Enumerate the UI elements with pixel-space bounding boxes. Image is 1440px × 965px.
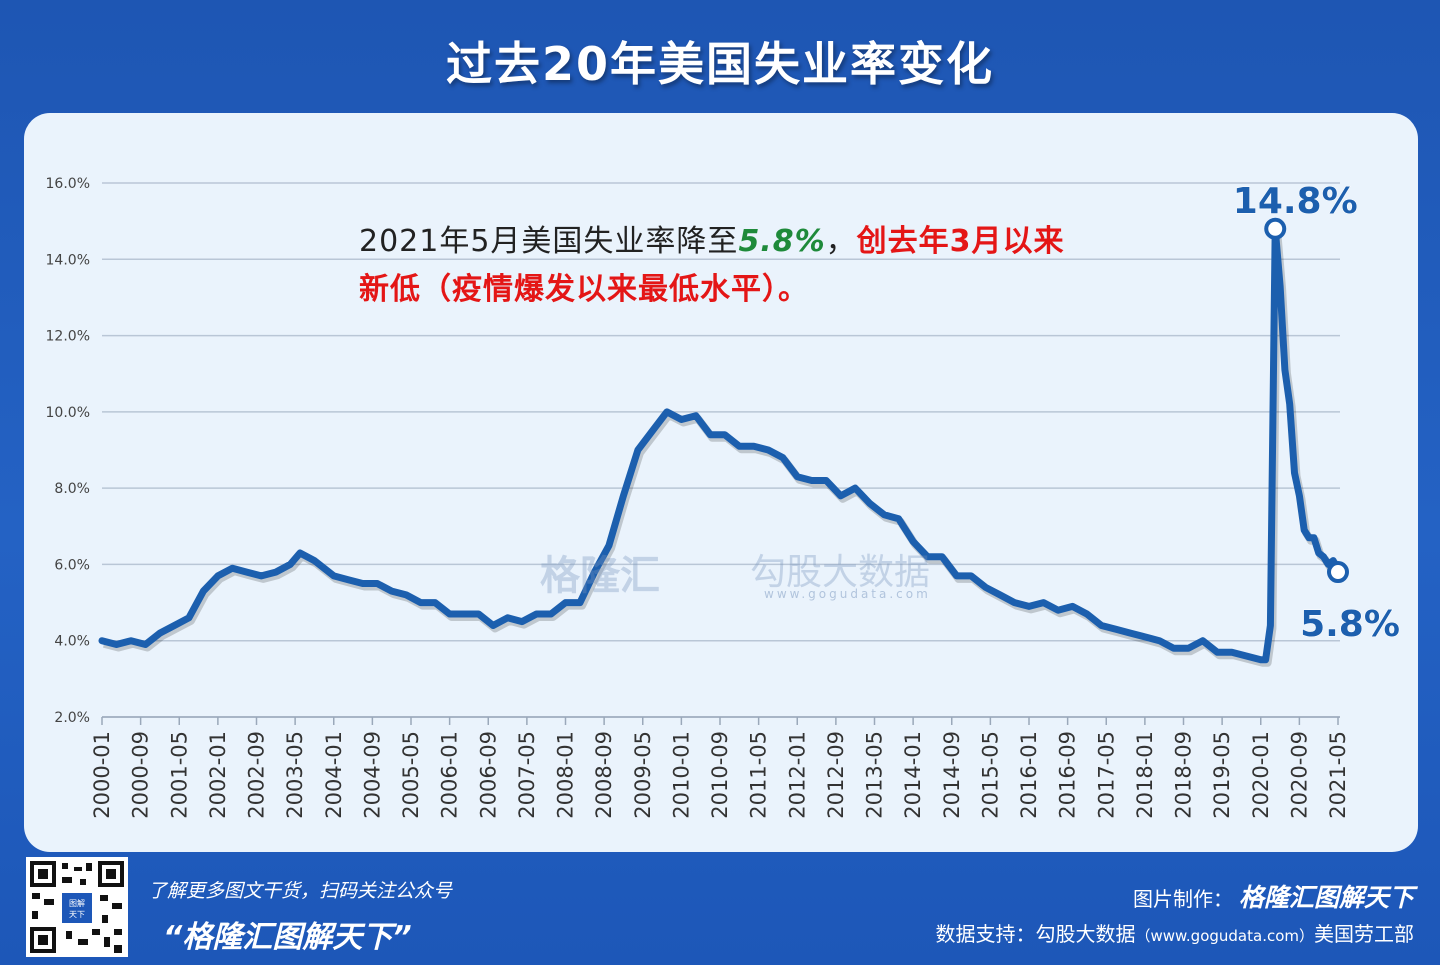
y-tick-label: 14.0% xyxy=(46,252,90,268)
footer-data-source: 美国劳工部 xyxy=(1314,922,1414,946)
footer-credit-maker: 图片制作： 格隆汇图解天下 xyxy=(1133,878,1414,914)
x-tick-label: 2012-09 xyxy=(824,731,848,819)
annotation-red-1: 创去年3月以来 xyxy=(856,224,1065,259)
x-tick-label: 2000-09 xyxy=(129,731,153,819)
footer-maker-brand: 格隆汇图解天下 xyxy=(1238,883,1414,912)
annotation-value: 5.8% xyxy=(738,224,826,259)
annotation-line-1: 2021年5月美国失业率降至5.8%，创去年3月以来 xyxy=(359,218,1065,266)
x-tick-label: 2018-01 xyxy=(1133,731,1157,819)
x-tick-label: 2021-05 xyxy=(1326,731,1350,819)
chart-card: 2.0% 4.0% 6.0% 8.0% 10.0% 12.0% 14.0% 16.0% 2000… xyxy=(24,113,1418,852)
x-tick-label: 2019-05 xyxy=(1210,731,1234,819)
x-tick-label: 2003-05 xyxy=(283,731,307,819)
x-tick-label: 2002-09 xyxy=(245,731,269,819)
page-title: 过去20年美国失业率变化 xyxy=(445,37,994,91)
y-tick-label: 12.0% xyxy=(46,329,90,345)
x-tick-label: 2007-05 xyxy=(515,731,539,819)
x-tick-label: 2006-09 xyxy=(476,731,500,819)
x-tick-label: 2006-01 xyxy=(438,731,462,819)
y-tick-label: 4.0% xyxy=(54,634,90,650)
x-tick-label: 2016-09 xyxy=(1056,731,1080,819)
x-tick-label: 2011-05 xyxy=(747,731,771,819)
data-label: 5.8% xyxy=(1300,604,1400,645)
x-tick-label: 2014-01 xyxy=(901,731,925,819)
footer-subscribe-hint: 了解更多图文干货，扫码关注公众号 xyxy=(148,880,453,902)
y-tick-label: 16.0% xyxy=(46,176,90,192)
x-tick-label: 2010-01 xyxy=(669,731,693,819)
x-tick-label: 2012-01 xyxy=(785,731,809,819)
y-tick-label: 8.0% xyxy=(54,481,90,497)
x-tick-label: 2020-09 xyxy=(1287,731,1311,819)
x-tick-label: 2014-09 xyxy=(940,731,964,819)
annotation-prefix: 2021年5月美国失业率降至 xyxy=(359,224,739,259)
highlight-point xyxy=(1327,561,1349,584)
x-tick-label: 2020-01 xyxy=(1249,731,1273,819)
qr-code-image: 图解 天下 xyxy=(30,861,124,953)
qr-badge-text-2: 天下 xyxy=(69,910,85,919)
x-tick-label: 2010-09 xyxy=(708,731,732,819)
x-tick-label: 2000-01 xyxy=(90,731,114,819)
annotation-text: 2021年5月美国失业率降至5.8%，创去年3月以来 新低（疫情爆发以来最低水平… xyxy=(359,218,1065,314)
x-tick-label: 2004-01 xyxy=(322,731,346,819)
footer-credit-data: 数据支持：勾股大数据（www.gogudata.com）美国劳工部 xyxy=(935,918,1414,947)
qr-code: 图解 天下 xyxy=(26,857,128,957)
x-tick-label: 2002-01 xyxy=(206,731,230,819)
x-tick-label: 2009-05 xyxy=(631,731,655,819)
y-tick-label: 10.0% xyxy=(46,405,90,421)
qr-badge-text: 图解 xyxy=(69,898,85,908)
x-tick-label: 2017-05 xyxy=(1094,731,1118,819)
x-tick-label: 2004-09 xyxy=(360,731,384,819)
x-tick-label: 2015-05 xyxy=(978,731,1002,819)
unemployment-line-chart: 2.0% 4.0% 6.0% 8.0% 10.0% 12.0% 14.0% 16.0% 2000… xyxy=(46,176,1401,819)
highlight-point xyxy=(1264,217,1287,240)
watermark-brand: 格隆汇 xyxy=(540,553,660,599)
footer-data-url: （www.gogudata.com） xyxy=(1135,927,1314,945)
data-label: 14.8% xyxy=(1233,181,1358,222)
x-tick-label: 2001-05 xyxy=(167,731,191,819)
x-tick-label: 2016-01 xyxy=(1017,731,1041,819)
watermark-url: www.gogudata.com xyxy=(764,587,931,601)
x-tick-label: 2013-05 xyxy=(863,731,887,819)
annotation-sep: ， xyxy=(825,224,857,259)
footer-data-label: 数据支持：勾股大数据 xyxy=(935,922,1136,946)
footer-maker-label: 图片制作： xyxy=(1132,887,1233,911)
watermark-brand2: 勾股大数据 xyxy=(750,552,931,593)
y-tick-label: 6.0% xyxy=(54,557,90,573)
x-tick-label: 2005-05 xyxy=(399,731,423,819)
x-tick-label: 2018-09 xyxy=(1172,731,1196,819)
footer-account-name: “格隆汇图解天下” xyxy=(163,920,412,955)
x-tick-label: 2008-09 xyxy=(592,731,616,819)
x-tick-label: 2008-01 xyxy=(554,731,578,819)
annotation-line-2: 新低（疫情爆发以来最低水平）。 xyxy=(359,272,809,307)
y-tick-label: 2.0% xyxy=(54,710,90,726)
